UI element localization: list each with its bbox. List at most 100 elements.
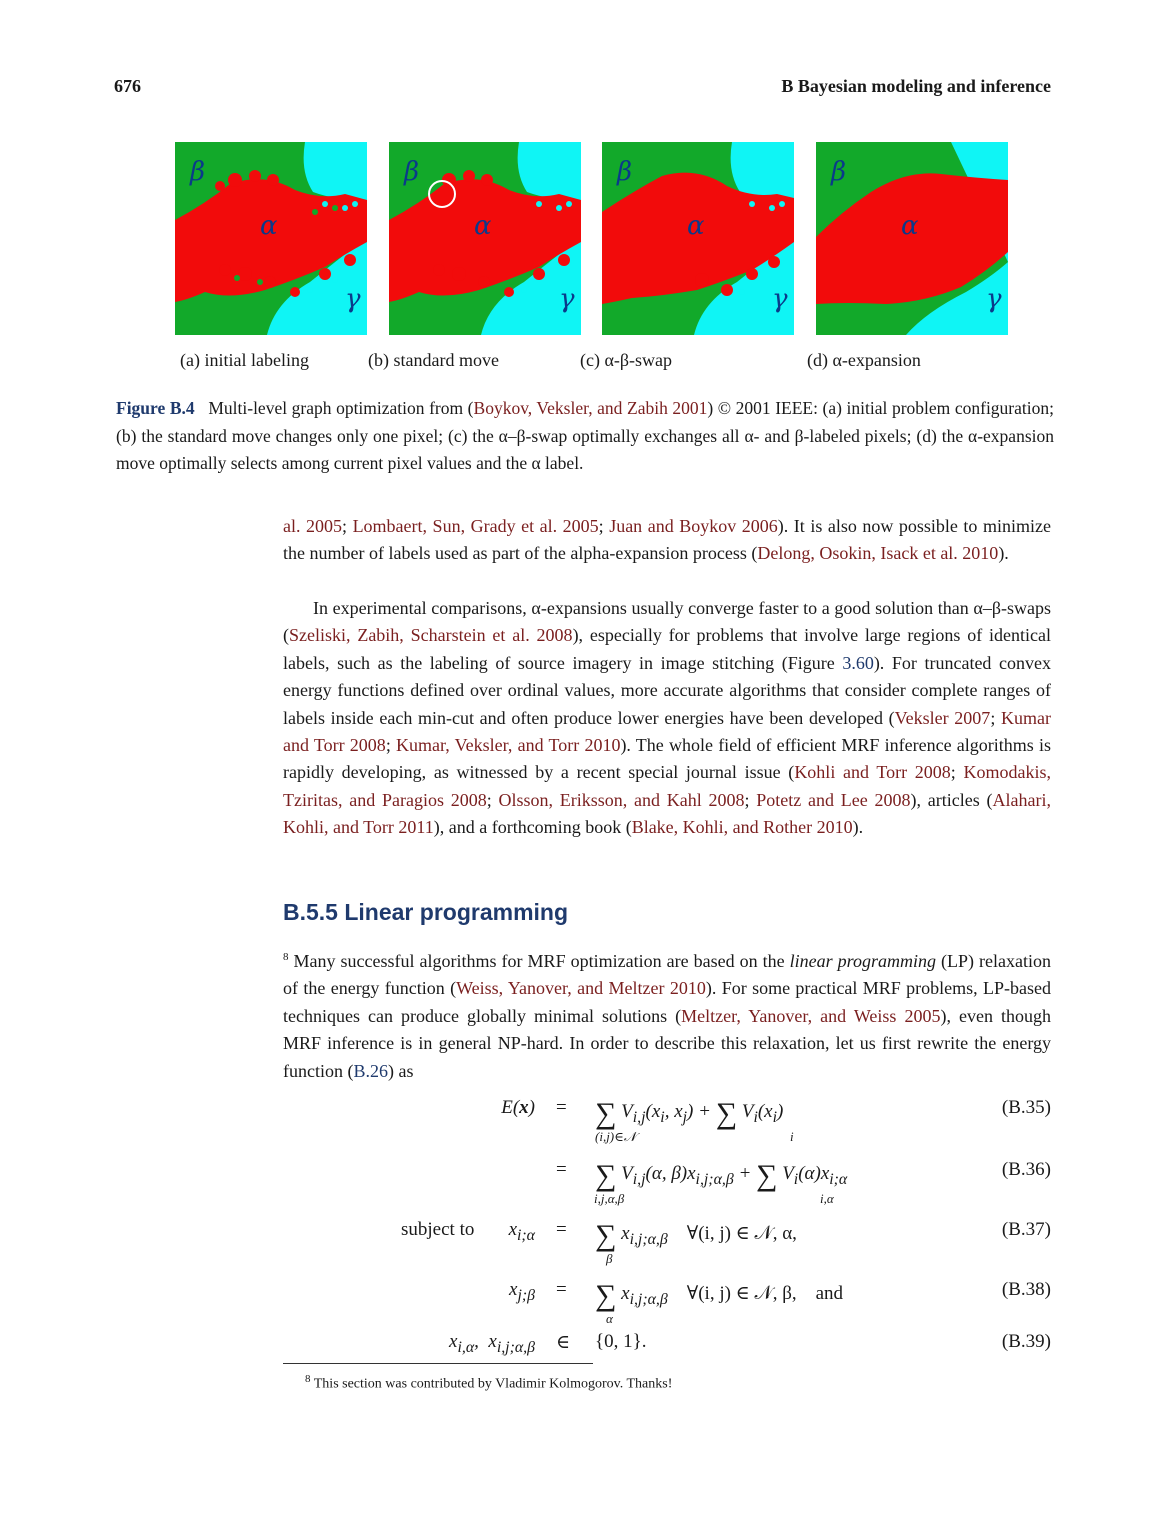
beta-symbol: β — [403, 157, 419, 187]
text: ). For truncated convex energy functions… — [283, 652, 1051, 728]
citation-link[interactable]: Komodakis, Tziritas, and Paragios 2008 — [283, 762, 1051, 810]
text: ), and a forthcoming book ( — [433, 817, 632, 838]
equation-b37: subject to xi;α = ∑ xi,j;α,β ∀(i, j) ∈ 𝒩… — [0, 1219, 1165, 1266]
eq-lhs: xi,α, xi,j;α,β — [449, 1331, 535, 1356]
eq-relation: = — [556, 1279, 567, 1300]
eq-rhs: ∑ Vi,j(α, β)xi,j;α,β + ∑ Vi(α)xi;α — [595, 1159, 848, 1192]
text: ; — [598, 516, 610, 536]
gamma-symbol: γ — [986, 284, 1002, 314]
figure-panel-d: β α γ — [816, 142, 1008, 335]
equation-b35: E(x) = ∑ Vi,j(xi, xj) + ∑ Vi(xi) (i,j)∈𝒩… — [0, 1097, 1165, 1144]
eq-rhs: ∑ xi,j;α,β ∀(i, j) ∈ 𝒩, α, — [595, 1219, 797, 1252]
alpha-symbol: α — [901, 211, 919, 241]
text: ). It is also now possible to minimize t… — [283, 516, 1051, 564]
eq-relation: = — [556, 1159, 567, 1180]
sum-index: i,α — [820, 1191, 834, 1206]
paragraph-3: 8 Many successful algorithms for MRF opt… — [283, 944, 1051, 1085]
citation-link[interactable]: Boykov, Veksler, and Zabih 2001 — [473, 398, 708, 418]
caption-text: ) © 2001 IEEE: (a) initial problem confi… — [116, 398, 1054, 473]
text: ). The whole field of efficient MRF infe… — [283, 735, 1051, 783]
citation-link[interactable]: Delong, Osokin, Isack et al. 2010 — [757, 543, 999, 564]
text: ), even though MRF inference is in gener… — [283, 1005, 1051, 1081]
alpha-symbol: α — [687, 211, 705, 241]
section-heading: B.5.5 Linear programming — [283, 899, 569, 925]
text: ; — [385, 735, 397, 756]
caption-text: Multi-level graph optimization from ( — [208, 398, 474, 418]
text: ; — [744, 789, 757, 810]
panel-a-image: β α γ — [175, 142, 367, 335]
text: ; — [486, 789, 499, 810]
beta-symbol: β — [616, 157, 632, 187]
citation-link[interactable]: Blake, Kohli, and Rother 2010 — [631, 817, 853, 838]
gamma-symbol: γ — [345, 284, 361, 314]
citation-link[interactable]: al. 2005 — [283, 516, 343, 536]
emphasis-text: linear programming — [789, 951, 936, 971]
equation-b38: xj;β = ∑ xi,j;α,β ∀(i, j) ∈ 𝒩, β, and α … — [0, 1279, 1165, 1326]
gamma-symbol: γ — [559, 284, 575, 314]
equation-number: (B.35) — [1001, 1097, 1051, 1118]
eq-lhs: xi;α — [508, 1219, 535, 1244]
panel-d-image: β α γ — [816, 142, 1008, 335]
sum-index: β — [606, 1251, 613, 1266]
text: ), articles ( — [910, 789, 993, 810]
citation-link[interactable]: Meltzer, Yanover, and Weiss 2005 — [681, 1005, 941, 1026]
subcaption-b: (b) standard move — [368, 350, 499, 370]
eq-lhs: xj;β — [509, 1279, 535, 1304]
citation-link[interactable]: Szeliski, Zabih, Scharstein et al. 2008 — [289, 625, 573, 646]
sum-index: i — [790, 1129, 794, 1144]
alpha-symbol: α — [260, 211, 278, 241]
subcaption-a: (a) initial labeling — [180, 350, 309, 370]
text: In experimental comparisons, α-expansion… — [283, 598, 1051, 646]
equation-ref-link[interactable]: B.26 — [353, 1060, 388, 1081]
citation-link[interactable]: Juan and Boykov 2006 — [609, 516, 778, 536]
eq-relation: = — [556, 1097, 567, 1118]
citation-link[interactable]: Olsson, Eriksson, and Kahl 2008 — [498, 789, 745, 810]
sum-index: (i,j)∈𝒩 — [595, 1129, 637, 1144]
footnote-rule — [283, 1363, 593, 1364]
page-number: 676 — [114, 76, 141, 96]
equation-number: (B.36) — [1001, 1159, 1051, 1180]
eq-rhs: ∑ Vi,j(xi, xj) + ∑ Vi(xi) — [595, 1097, 784, 1130]
subcaption-d: (d) α-expansion — [807, 350, 921, 370]
citation-link[interactable]: Potetz and Lee 2008 — [756, 789, 911, 810]
figure-panel-c: β α γ — [602, 142, 794, 335]
text: ; — [990, 707, 1001, 728]
panel-c-image: β α γ — [602, 142, 794, 335]
footnote-marker[interactable]: 8 — [283, 951, 289, 963]
equation-b39: xi,α, xi,j;α,β ∈ {0, 1}. (B.39) — [0, 1331, 1165, 1377]
citation-link[interactable]: Kumar and Torr 2008 — [283, 707, 1051, 756]
sum-index: α — [606, 1311, 613, 1326]
text: ) as — [388, 1060, 414, 1081]
panel-b-image: β α γ — [389, 142, 581, 335]
text: ; — [950, 762, 964, 783]
figure-caption: Figure B.4 Multi-level graph optimizatio… — [116, 395, 1054, 478]
eq-rhs: {0, 1}. — [595, 1331, 647, 1352]
equation-b36: = ∑ Vi,j(α, β)xi,j;α,β + ∑ Vi(α)xi;α i,j… — [0, 1159, 1165, 1206]
citation-link[interactable]: Lombaert, Sun, Grady et al. 2005 — [352, 516, 599, 536]
figure-panel-a: β α γ — [175, 142, 367, 335]
figure-label: Figure B.4 — [116, 398, 195, 418]
highlight-circle — [428, 180, 456, 208]
footnote-marker: 8 — [305, 1373, 311, 1385]
text: ). — [998, 543, 1009, 564]
footnote-text: This section was contributed by Vladimir… — [313, 1376, 673, 1392]
citation-link[interactable]: Weiss, Yanover, and Meltzer 2010 — [456, 978, 706, 999]
text: Many successful algorithms for MRF optim… — [288, 951, 790, 971]
text: (LP) relaxation of the energy function ( — [283, 951, 1051, 999]
subject-to-label: subject to — [401, 1219, 475, 1240]
text: ). — [852, 817, 864, 838]
citation-link[interactable]: Kumar, Veksler, and Torr 2010 — [396, 735, 621, 756]
text: ). For some practical MRF problems, LP-b… — [283, 978, 1051, 1026]
gamma-symbol: γ — [772, 284, 788, 314]
alpha-symbol: α — [474, 211, 492, 241]
sum-index: i,j,α,β — [594, 1191, 625, 1206]
text: ), especially for problems that involve … — [283, 625, 1051, 673]
eq-relation: = — [556, 1219, 567, 1240]
citation-link[interactable]: Kohli and Torr 2008 — [794, 762, 951, 783]
equation-number: (B.37) — [1001, 1219, 1051, 1240]
citation-link[interactable]: Veksler 2007 — [894, 707, 991, 728]
citation-link[interactable]: Alahari, Kohli, and Torr 2011 — [283, 789, 1051, 838]
running-head: B Bayesian modeling and inference — [781, 76, 1051, 96]
text: ; — [342, 516, 353, 536]
figure-ref-link[interactable]: 3.60 — [842, 652, 874, 673]
